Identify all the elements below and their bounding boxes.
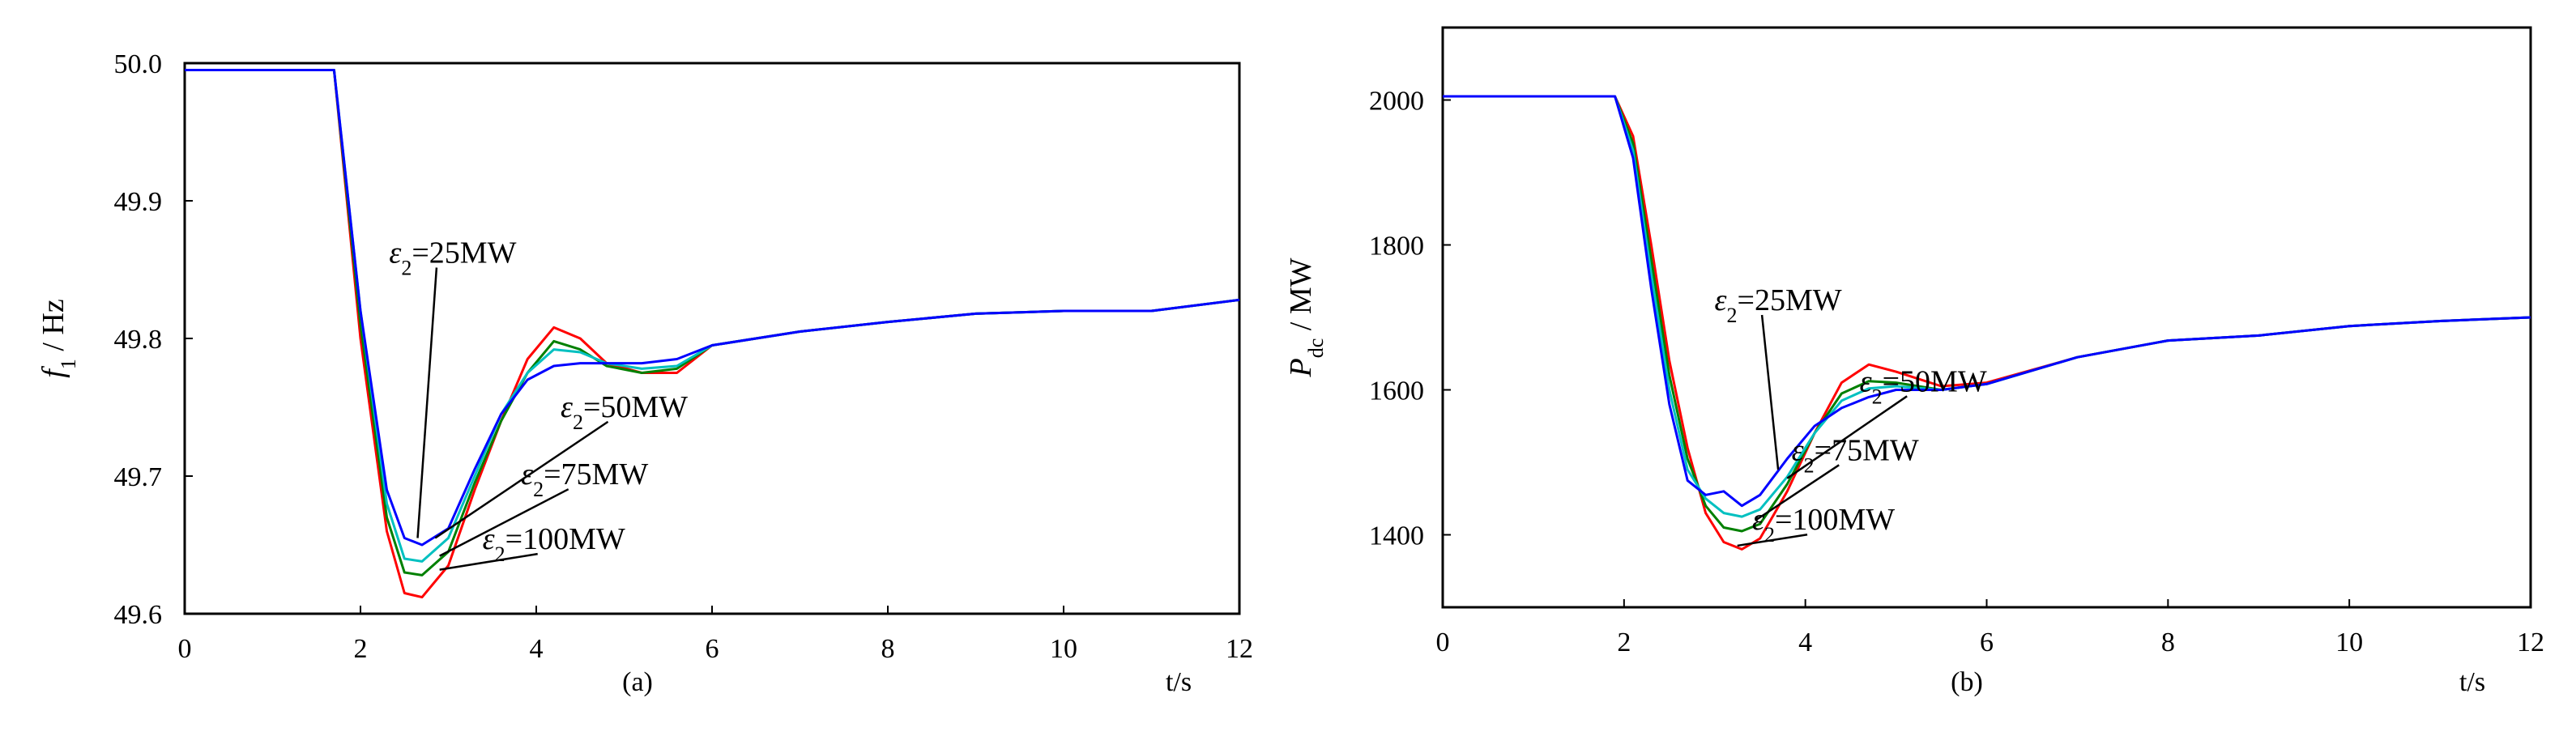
annotation-var: ε [483,522,495,556]
panel-label-b: (b) [1951,667,1983,697]
x-tick-label: 6 [1980,628,1994,657]
series-line-275mw [1443,95,2531,533]
annotation-leader-line [434,420,609,539]
x-axis-label-a: t/s [1166,667,1192,697]
y-axis-label-unit-a: / Hz [36,299,70,359]
annotation-rest: =75MW [1815,433,1919,467]
series-group-b [1443,95,2531,551]
annotation-var: ε [521,457,533,491]
x-tick-label: 8 [2161,628,2175,657]
chart-panel-b: Pdc / MW (b) t/s 0 2 4 6 8 10 12 1400 1600 1800 20… [1284,26,2544,697]
y-tick-label: 1400 [1369,521,1424,551]
annotation-var: ε [389,236,401,270]
series-line-2100mw [1443,95,2531,551]
series-line-225mw [1443,95,2531,508]
y-axis-label-unit-b: / MW [1284,257,1318,338]
annotation-sub: 2 [1804,453,1815,477]
annotation-leader-line [1755,464,1840,521]
x-axis-label-b: t/s [2459,667,2485,697]
annotation-rest: =100MW [1775,503,1895,537]
annotation-sub: 2 [495,542,505,566]
series-line-225mw [185,69,1240,547]
annotation-leader-line [439,552,538,571]
annotation-var: ε [1792,433,1804,467]
y-tick-label: 49.8 [114,325,163,355]
series-line-250mw [1443,95,2531,518]
y-axis-label-sub-b: dc [1304,338,1328,359]
annotation-label: ε2=25MW [389,236,516,280]
y-tick-label: 49.7 [114,462,163,492]
chart-panel-a: f1 / Hz (a) t/s 0 2 4 6 8 10 1249.649.749.849.… [36,49,1253,697]
annotation-sub: 2 [533,478,544,501]
annotation-rest: =25MW [412,236,516,270]
x-tick-label: 12 [1226,634,1253,664]
annotation-label: ε2=50MW [1860,364,1987,408]
annotation-leader-line [1737,534,1808,547]
y-axis-label-b: Pdc / MW [1284,257,1328,377]
y-tick-label: 49.9 [114,187,163,217]
annotation-rest: =75MW [544,457,648,491]
annotation-rest: =25MW [1738,283,1842,317]
x-tick-label: 10 [1050,634,1077,664]
x-tick-label: 10 [2335,628,2363,657]
series-group-a [185,69,1240,599]
y-axis-label-a: f1 / Hz [36,299,80,377]
annotation-label: ε2=100MW [1752,503,1895,547]
annotation-label: ε2=50MW [561,390,688,434]
annotation-leader-line [439,488,569,557]
x-tick-label: 2 [354,634,368,664]
annotation-leader-line [1786,395,1908,479]
annotation-var: ε [1715,283,1727,317]
plot-frame-b [1441,26,2532,609]
y-tick-label: 2000 [1369,87,1424,117]
annotation-label: ε2=75MW [521,457,648,501]
annotation-sub: 2 [1727,304,1738,327]
x-tick-label: 8 [881,634,895,664]
x-tick-label: 4 [1798,628,1812,657]
annotation-leader-line [1760,314,1780,470]
annotation-sub: 2 [1764,523,1775,547]
x-tick-label: 0 [178,634,192,664]
x-tick-label: 2 [1617,628,1631,657]
x-tick-label: 12 [2517,628,2544,657]
panel-label-a: (a) [622,667,653,697]
x-tick-label: 0 [1436,628,1450,657]
y-tick-label: 1600 [1369,377,1424,406]
annotation-label: ε2=75MW [1792,433,1919,477]
y-tick-label: 1800 [1369,232,1424,262]
annotation-sub: 2 [1872,385,1883,408]
y-tick-label: 50.0 [114,49,163,79]
annotation-label: ε2=100MW [483,522,625,566]
x-tick-label: 6 [706,634,719,664]
annotation-label: ε2=25MW [1715,283,1842,327]
annotation-rest: =50MW [1883,364,1987,398]
annotation-var: ε [1752,503,1764,537]
annotation-sub: 2 [573,410,583,433]
axis-ticks-b: 0 2 4 6 8 10 12 1400 1600 1800 2000 [1369,87,2544,658]
axis-ticks-a: 0 2 4 6 8 10 12 49.6 49.7 49.8 49.9 50.0 [114,49,1254,664]
y-tick-label: 49.6 [114,600,163,630]
annotation-rest: =100MW [505,522,625,556]
y-axis-label-var-b: P [1284,358,1318,377]
annotation-var: ε [561,390,573,424]
y-axis-label-sub-a: 1 [57,359,80,369]
annotation-leader-line [416,267,438,538]
annotation-rest: =50MW [583,390,688,424]
annotation-var: ε [1860,364,1872,398]
annotation-sub: 2 [401,256,412,279]
x-tick-label: 4 [530,634,544,664]
